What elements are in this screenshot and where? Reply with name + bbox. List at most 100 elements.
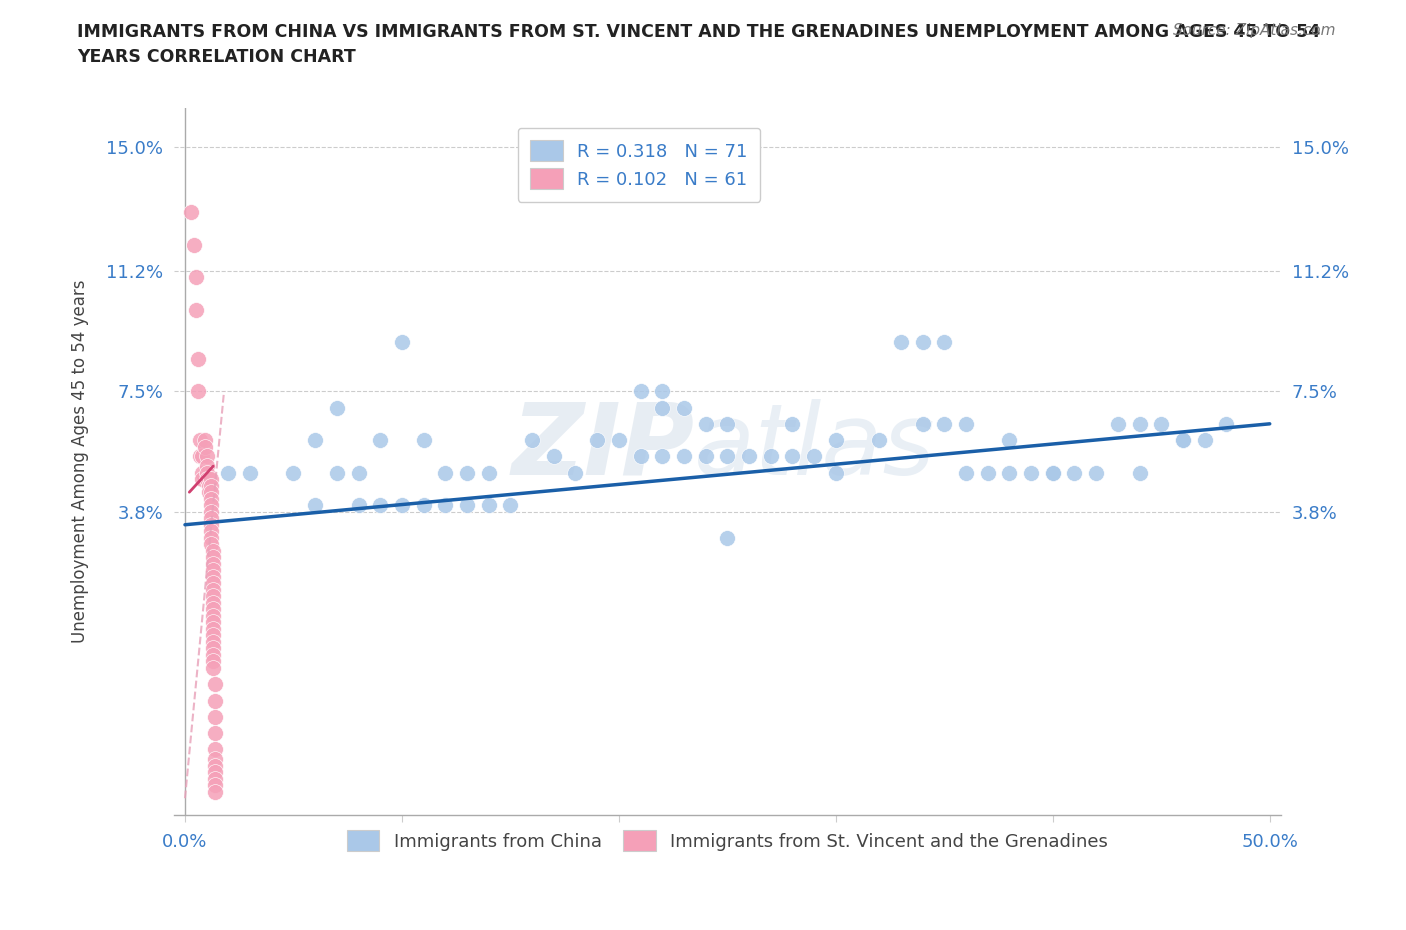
Point [202,589,225,604]
Point [738,449,761,464]
Point [368,498,391,512]
Point [204,751,226,766]
Y-axis label: Unemployment Among Ages 45 to 54 years: Unemployment Among Ages 45 to 54 years [72,280,89,643]
Point [304,432,326,447]
Point [782,417,804,432]
Point [998,432,1021,447]
Point [195,449,218,464]
Point [184,270,207,285]
Point [695,417,717,432]
Point [391,498,413,512]
Point [651,449,673,464]
Point [217,465,239,480]
Point [1042,465,1064,480]
Point [200,530,222,545]
Point [202,569,225,584]
Point [204,693,226,708]
Point [1042,465,1064,480]
Point [955,465,977,480]
Point [188,432,211,447]
Point [202,582,225,597]
Point [586,432,609,447]
Point [304,498,326,512]
Point [202,634,225,649]
Point [607,432,630,447]
Point [672,449,695,464]
Point [520,432,543,447]
Point [180,205,202,219]
Point [976,465,998,480]
Point [1171,432,1194,447]
Point [204,677,226,692]
Point [204,764,226,779]
Point [564,465,586,480]
Point [204,742,226,757]
Point [191,472,214,486]
Point [347,465,370,480]
Point [202,550,225,565]
Point [478,498,501,512]
Point [716,530,738,545]
Point [193,432,215,447]
Point [198,478,221,493]
Point [204,758,226,773]
Point [283,465,305,480]
Point [824,432,846,447]
Point [478,465,501,480]
Point [202,641,225,656]
Point [202,602,225,617]
Point [868,432,890,447]
Point [672,400,695,415]
Point [630,449,652,464]
Point [193,439,215,454]
Point [911,335,934,350]
Point [183,237,205,252]
Point [782,449,804,464]
Point [347,498,370,512]
Point [184,302,207,317]
Point [651,400,673,415]
Point [202,660,225,675]
Point [412,498,434,512]
Point [1129,417,1152,432]
Text: Source: ZipAtlas.com: Source: ZipAtlas.com [1173,23,1336,38]
Point [202,615,225,630]
Point [1171,432,1194,447]
Point [200,498,222,512]
Point [202,621,225,636]
Point [198,472,221,486]
Point [204,725,226,740]
Point [326,465,349,480]
Point [202,576,225,591]
Point [1215,417,1237,432]
Point [716,449,738,464]
Point [1129,465,1152,480]
Point [998,465,1021,480]
Point [391,335,413,350]
Point [412,432,434,447]
Point [200,472,222,486]
Point [326,400,349,415]
Point [202,556,225,571]
Point [187,352,209,366]
Point [202,595,225,610]
Point [1019,465,1042,480]
Point [204,777,226,792]
Point [187,384,209,399]
Point [1194,432,1216,447]
Point [434,465,457,480]
Point [239,465,262,480]
Point [202,628,225,643]
Point [543,449,565,464]
Point [198,485,221,499]
Point [200,485,222,499]
Point [195,472,218,486]
Point [200,491,222,506]
Point [456,465,478,480]
Point [202,563,225,578]
Point [204,784,226,799]
Point [911,417,934,432]
Point [695,449,717,464]
Point [955,417,977,432]
Point [195,465,218,480]
